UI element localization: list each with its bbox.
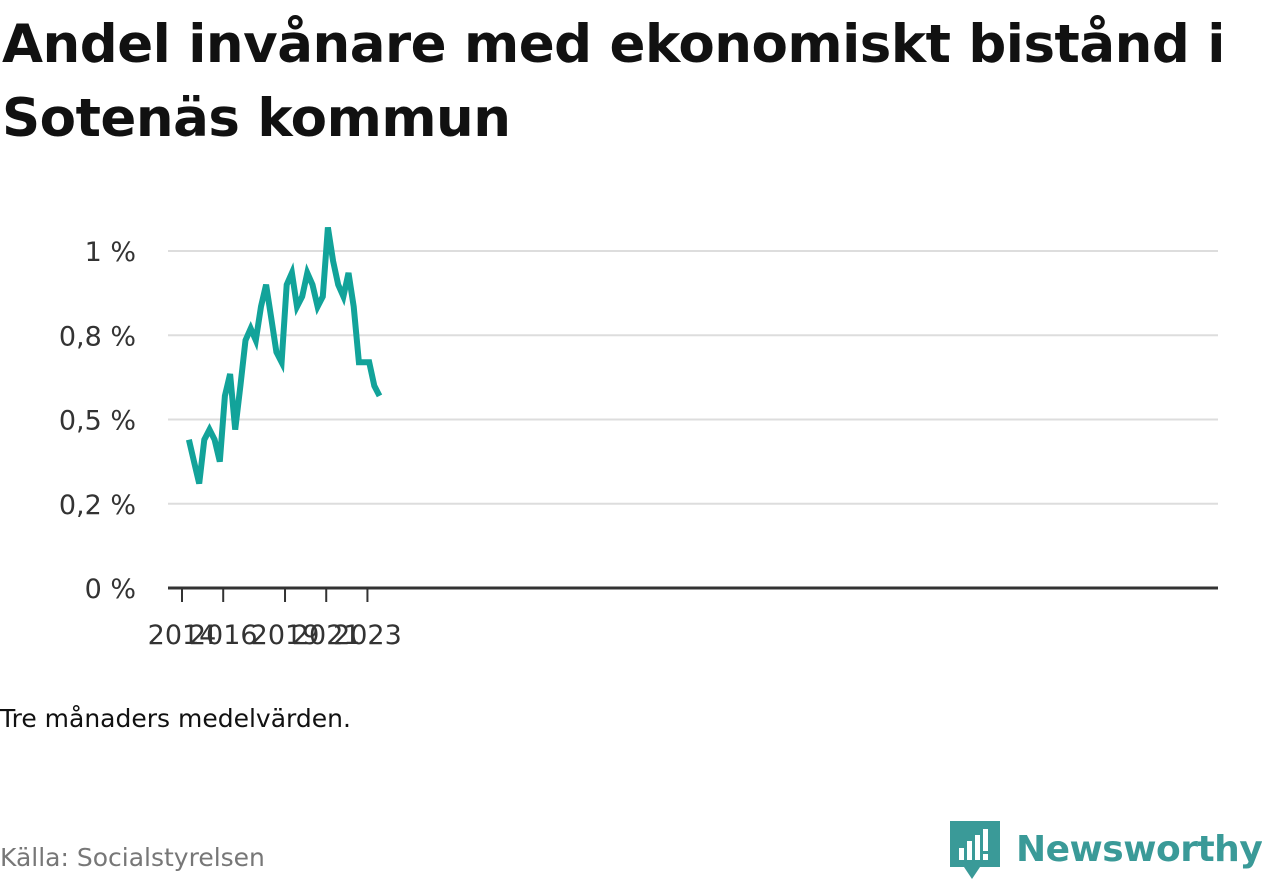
data-point bbox=[232, 427, 238, 433]
data-point bbox=[279, 359, 285, 365]
data-point bbox=[206, 427, 212, 433]
data-point bbox=[340, 293, 346, 299]
y-tick-label: 0,8 % bbox=[59, 321, 136, 352]
data-point bbox=[227, 371, 233, 377]
y-tick-label: 0,5 % bbox=[59, 406, 136, 437]
data-point bbox=[263, 282, 269, 288]
data-point bbox=[196, 481, 202, 487]
data-point bbox=[309, 282, 315, 288]
data-point bbox=[191, 459, 197, 465]
data-point bbox=[273, 349, 279, 355]
chart-title: Andel invånare med ekonomiskt bistånd i … bbox=[2, 14, 1225, 149]
data-point bbox=[335, 282, 341, 288]
y-tick-label: 0,2 % bbox=[59, 490, 136, 521]
data-point bbox=[366, 359, 372, 365]
data-point bbox=[304, 270, 310, 276]
data-point bbox=[346, 270, 352, 276]
y-tick-label: 1 % bbox=[85, 237, 136, 268]
data-point bbox=[371, 383, 377, 389]
source-label: Källa: Socialstyrelsen bbox=[0, 843, 265, 872]
data-point bbox=[361, 359, 367, 365]
data-point bbox=[325, 224, 331, 230]
series-layer bbox=[185, 224, 383, 487]
data-point bbox=[351, 304, 357, 310]
y-tick-label: 0 % bbox=[85, 574, 136, 605]
data-point bbox=[320, 293, 326, 299]
x-tick-label: 2021 bbox=[292, 620, 361, 651]
series-line bbox=[185, 226, 383, 485]
newsworthy-logo-icon bbox=[950, 821, 1000, 879]
data-point bbox=[201, 437, 207, 443]
data-point bbox=[356, 359, 362, 365]
x-tick-label: 2019 bbox=[251, 620, 320, 651]
data-point bbox=[376, 393, 382, 399]
data-point bbox=[294, 304, 300, 310]
data-point bbox=[237, 383, 243, 389]
x-tick-label: 2016 bbox=[189, 620, 258, 651]
data-point bbox=[299, 293, 305, 299]
data-point bbox=[284, 282, 290, 288]
data-point bbox=[258, 304, 264, 310]
data-point bbox=[268, 315, 274, 321]
data-point bbox=[253, 337, 259, 343]
brand-name: Newsworthy bbox=[1016, 829, 1262, 870]
data-point bbox=[186, 437, 192, 443]
data-point bbox=[212, 437, 218, 443]
data-point bbox=[222, 393, 228, 399]
data-point bbox=[289, 270, 295, 276]
brand: Newsworthy bbox=[950, 820, 1262, 880]
x-tick-label: 2023 bbox=[333, 620, 402, 651]
data-point bbox=[243, 337, 249, 343]
data-point bbox=[217, 459, 223, 465]
x-tick-label: 2014 bbox=[148, 620, 217, 651]
data-point bbox=[248, 326, 254, 332]
data-point bbox=[330, 258, 336, 264]
grid-lines: 0 % 0,2 % 0,5 % 0,8 % 1 % bbox=[59, 237, 1218, 605]
data-point bbox=[315, 304, 321, 310]
chart-note: Tre månaders medelvärden. bbox=[0, 704, 351, 733]
